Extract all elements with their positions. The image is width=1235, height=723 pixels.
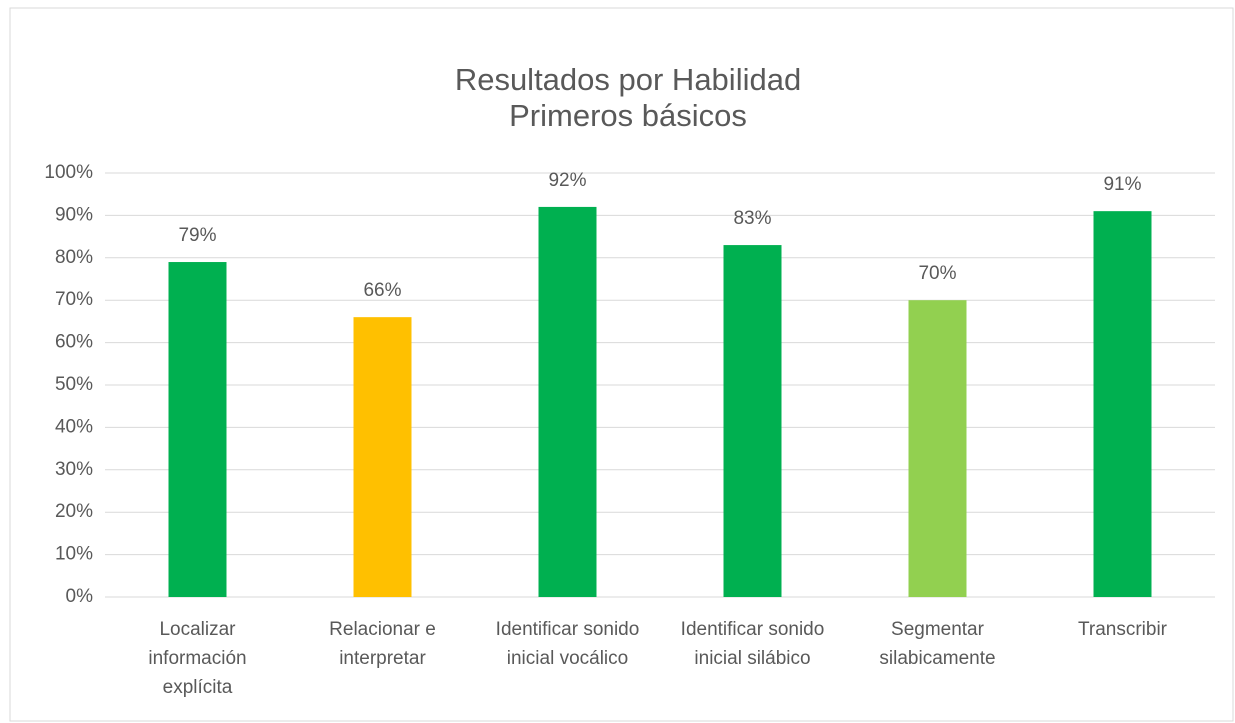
y-tick-label: 60%	[55, 332, 93, 353]
data-label: 66%	[363, 280, 401, 301]
chart-title: Resultados por Habilidad	[455, 62, 801, 97]
chart-subtitle: Primeros básicos	[509, 98, 747, 133]
data-label: 91%	[1103, 174, 1141, 195]
data-label: 92%	[548, 170, 586, 191]
y-tick-label: 40%	[55, 416, 93, 437]
x-tick-label: Relacionar e interpretar	[329, 619, 436, 669]
x-tick-label: Identificar sonido inicial silábico	[680, 619, 825, 669]
y-tick-label: 30%	[55, 459, 93, 480]
bar	[538, 206, 597, 598]
x-tick-label: Localizar información explícita	[148, 619, 247, 698]
y-tick-label: 70%	[55, 289, 93, 310]
y-tick-label: 90%	[55, 204, 93, 225]
bar	[353, 317, 412, 597]
bar	[723, 245, 782, 597]
y-tick-label: 100%	[44, 162, 93, 183]
x-tick-label: Segmentar silabicamente	[879, 619, 996, 669]
y-tick-label: 0%	[66, 586, 94, 607]
y-tick-label: 80%	[55, 247, 93, 268]
y-tick-label: 50%	[55, 374, 93, 395]
x-tick-label: Identificar sonido inicial vocálico	[495, 619, 640, 669]
bar	[168, 262, 227, 597]
bar	[1093, 211, 1152, 597]
bar	[908, 300, 967, 597]
data-label: 79%	[178, 225, 216, 246]
data-label: 70%	[918, 263, 956, 284]
data-label: 83%	[733, 208, 771, 229]
x-tick-label: Transcribir	[1077, 619, 1168, 640]
y-tick-label: 20%	[55, 501, 93, 522]
y-tick-label: 10%	[55, 544, 93, 565]
